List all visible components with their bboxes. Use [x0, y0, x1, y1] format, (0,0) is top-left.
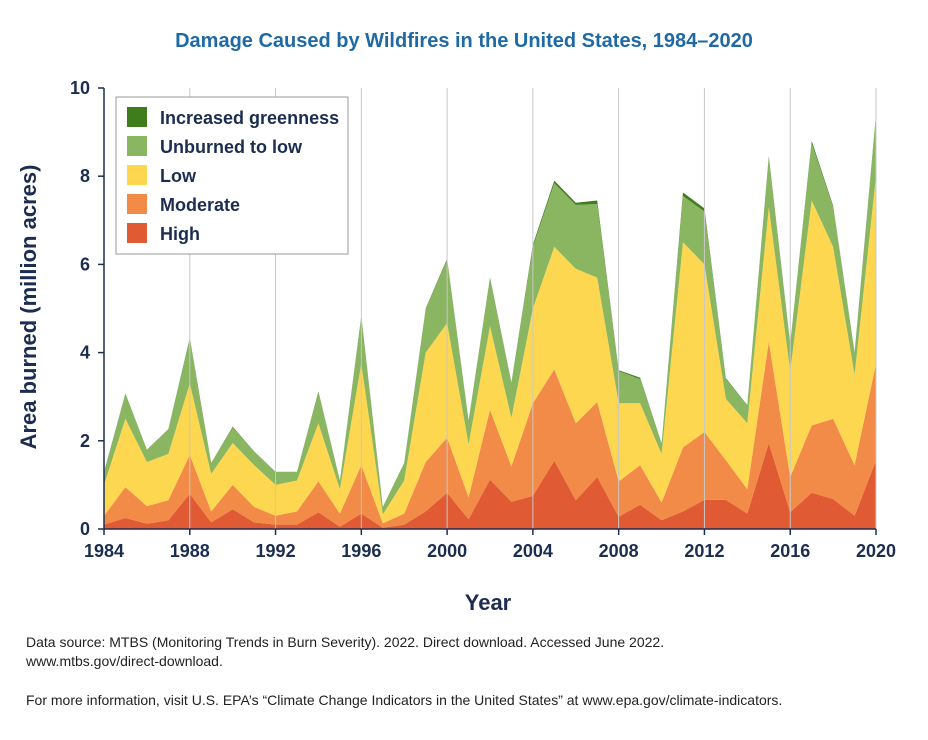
legend: Increased greenness Unburned to low Low Mod… [115, 96, 349, 255]
area-unburned-to-low [104, 116, 876, 515]
y-axis-ticks: 0 2 4 6 8 10 [70, 78, 104, 539]
x-tick-label: 1992 [256, 541, 296, 561]
y-tick-label: 8 [80, 166, 90, 186]
x-tick-label: 2020 [856, 541, 896, 561]
legend-swatch-unburned-to-low [127, 136, 147, 156]
legend-label-high: High [160, 224, 200, 244]
legend-label-unburned-to-low: Unburned to low [160, 137, 303, 157]
x-tick-label: 2004 [513, 541, 553, 561]
x-tick-label: 2000 [427, 541, 467, 561]
x-tick-label: 2008 [599, 541, 639, 561]
source-line-1: Data source: MTBS (Monitoring Trends in … [26, 634, 665, 650]
area-series-group [104, 114, 876, 529]
y-tick-label: 0 [80, 519, 90, 539]
wildfire-area-chart: Damage Caused by Wildfires in the United… [16, 30, 896, 615]
chart-title: Damage Caused by Wildfires in the United… [175, 30, 753, 52]
y-tick-label: 4 [80, 343, 90, 363]
area-high [104, 443, 876, 529]
legend-swatch-low [127, 165, 147, 185]
legend-box [115, 96, 349, 255]
area-low [104, 176, 876, 524]
y-tick-label: 2 [80, 431, 90, 451]
area-moderate [104, 341, 876, 528]
data-source-note: Data source: MTBS (Monitoring Trends in … [26, 633, 906, 671]
x-tick-label: 1984 [84, 541, 124, 561]
x-axis-label: Year [465, 590, 512, 615]
legend-label-increased-greenness: Increased greenness [160, 108, 339, 128]
y-tick-label: 10 [70, 78, 90, 98]
y-tick-label: 6 [80, 254, 90, 274]
source-line-2: www.mtbs.gov/direct-download. [26, 653, 223, 669]
x-tick-label: 1988 [170, 541, 210, 561]
y-axis-label: Area burned (million acres) [16, 165, 41, 450]
x-tick-label: 2016 [770, 541, 810, 561]
legend-swatch-high [127, 223, 147, 243]
x-tick-label: 1996 [341, 541, 381, 561]
x-tick-label: 2012 [684, 541, 724, 561]
legend-label-moderate: Moderate [160, 195, 240, 215]
legend-swatch-moderate [127, 194, 147, 214]
more-info-note: For more information, visit U.S. EPA’s “… [26, 692, 783, 708]
legend-label-low: Low [160, 166, 197, 186]
legend-swatch-increased-greenness [127, 107, 147, 127]
